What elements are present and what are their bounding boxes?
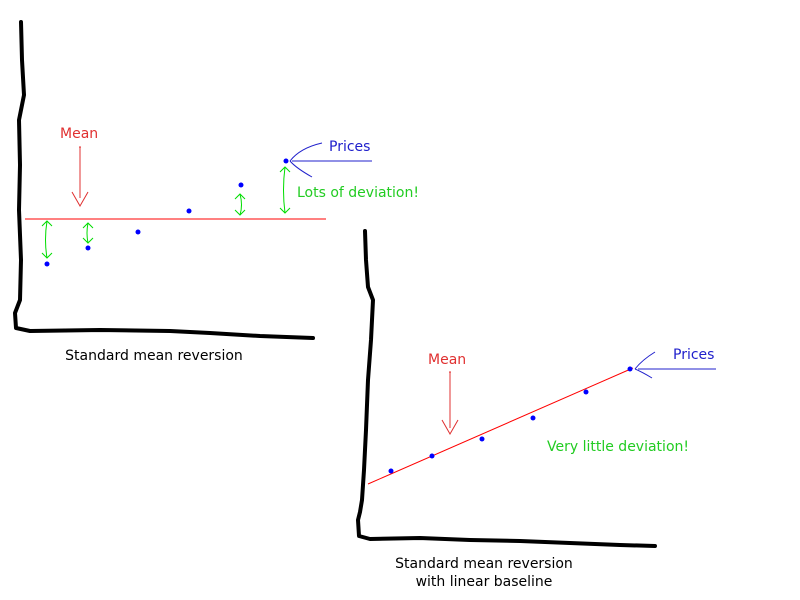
right-mean-arrow [441,371,459,436]
left-prices-arrow [289,142,372,178]
right-caption-line1: Standard mean reversion [395,556,573,572]
right-prices-arrow [634,351,716,379]
right-price-point [583,389,589,395]
right-price-points [388,366,633,474]
left-panel: Mean Lots of deviation! [13,20,419,340]
right-panel: Mean Very little deviation! Prices [356,229,716,548]
left-price-point [135,229,141,235]
left-mean-label: Mean [60,126,98,142]
right-caption-line2: with linear baseline [415,574,553,590]
right-price-point [388,468,394,474]
left-price-points [44,158,289,267]
right-price-point [530,415,536,421]
left-deviation-label: Lots of deviation! [297,185,419,201]
right-axis [356,229,657,548]
right-price-point [627,366,633,372]
right-deviation-label: Very little deviation! [547,439,689,455]
left-price-point [186,208,192,214]
left-price-point [238,182,244,188]
right-price-point [479,436,485,442]
left-mean-arrow [71,146,89,208]
left-caption: Standard mean reversion [54,347,254,365]
right-caption: Standard mean reversion with linear base… [384,555,584,591]
left-price-point [44,261,50,267]
left-price-point [283,158,289,164]
left-deviation-markers [41,166,291,259]
left-caption-text: Standard mean reversion [65,348,243,364]
right-price-point [429,453,435,459]
left-axis [13,20,315,340]
left-price-point [85,245,91,251]
right-mean-label: Mean [428,352,466,368]
left-prices-label: Prices [329,139,370,155]
right-mean-line [367,367,634,485]
right-prices-label: Prices [673,347,714,363]
